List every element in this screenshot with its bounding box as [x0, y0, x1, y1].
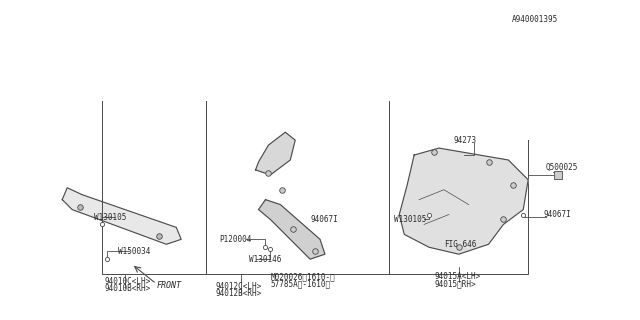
Text: P120004: P120004 [219, 235, 252, 244]
Text: M020026（1610-）: M020026（1610-） [271, 272, 335, 282]
Text: 94015A<LH>: 94015A<LH> [434, 272, 480, 282]
Polygon shape [259, 200, 325, 259]
Text: W130105: W130105 [394, 215, 427, 224]
Text: 94015〈RH>: 94015〈RH> [434, 279, 476, 288]
Text: 94012C<LH>: 94012C<LH> [216, 282, 262, 292]
Text: A940001395: A940001395 [511, 15, 558, 24]
Text: W130105: W130105 [94, 213, 126, 222]
Text: 57785A（-1610）: 57785A（-1610） [271, 279, 330, 288]
Text: Q500025: Q500025 [546, 164, 579, 172]
Text: 94067I: 94067I [543, 210, 571, 219]
Polygon shape [255, 132, 295, 175]
Text: W130146: W130146 [248, 255, 281, 264]
Text: 94012B<RH>: 94012B<RH> [216, 289, 262, 298]
Polygon shape [62, 188, 181, 244]
Polygon shape [399, 148, 528, 254]
Text: 94273: 94273 [454, 136, 477, 145]
Text: FIG.646: FIG.646 [444, 240, 476, 249]
Text: FRONT: FRONT [156, 281, 181, 290]
Text: 94010B<RH>: 94010B<RH> [105, 284, 151, 293]
Text: W150034: W150034 [118, 247, 150, 256]
Text: 94067I: 94067I [310, 215, 338, 224]
Text: 94010C<LH>: 94010C<LH> [105, 277, 151, 286]
